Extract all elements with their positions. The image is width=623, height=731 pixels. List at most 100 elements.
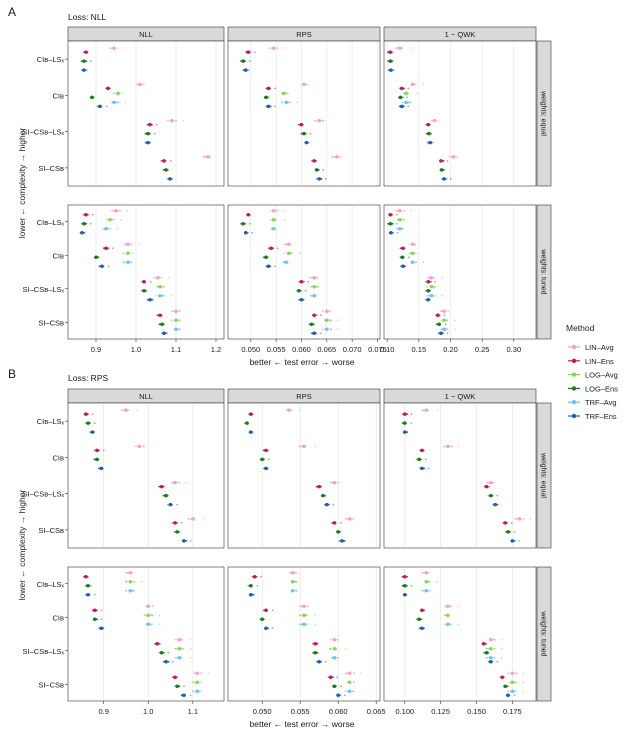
mean-point [410,82,415,87]
mean-point [404,91,408,96]
x-tick-label: 1.0 [143,707,153,716]
facet-column-label: NLL [139,30,153,39]
mean-point [124,408,128,412]
plot-background [228,205,380,339]
mean-point [128,579,133,584]
mean-point [299,297,304,302]
mean-point [424,588,429,593]
mean-point [95,457,99,462]
legend-key-dot [571,344,577,350]
data-point-outlier [267,458,270,461]
data-point-outlier [126,209,129,212]
mean-point [439,168,444,172]
legend-title: Method [566,323,595,333]
facet-strip [536,402,552,549]
mean-point [335,155,339,159]
data-point [402,218,405,221]
mean-point [332,646,337,651]
data-point-outlier [298,409,301,412]
mean-point [281,91,286,96]
y-category-label: CIʙ [53,91,65,100]
data-point [448,155,451,158]
data-point-outlier [409,47,412,50]
data-point-outlier [105,105,108,108]
mean-point [439,159,443,163]
mean-point [312,293,316,298]
data-point [424,280,427,283]
y-category-label: CIʙ–LSₓ [37,417,65,426]
data-point-outlier [100,609,103,612]
mean-point [112,100,116,105]
x-tick-label: 1.1 [188,707,198,716]
data-point-outlier [410,422,413,425]
x-tick-label: 0.175 [503,707,522,716]
data-point [508,681,511,684]
mean-point [302,131,306,136]
data-point-outlier [91,413,94,416]
data-point [151,614,154,617]
mean-point [398,46,402,50]
data-point-outlier [408,256,410,259]
data-point [141,83,144,86]
legend-key-dot [571,386,577,391]
mean-point [82,68,86,72]
data-point [242,69,245,72]
mean-point [336,693,341,698]
data-point [415,458,418,461]
mean-point [297,288,301,293]
data-point [300,623,303,626]
mean-point [264,626,268,631]
data-point-outlier [111,247,114,250]
data-point-outlier [409,209,412,212]
data-point-outlier [433,280,436,283]
data-point-outlier [522,681,525,684]
mean-point [164,659,168,664]
data-point-outlier [171,660,174,663]
x-tick-label: 1.1 [171,345,181,354]
data-point [267,96,270,99]
data-point [314,119,317,122]
data-point [406,584,409,587]
facet-strip [536,40,552,187]
data-point-outlier [271,609,274,612]
plot-background [228,403,380,548]
mean-point [388,212,393,217]
data-point [181,638,184,641]
y-category-label: SI–CSʙ–LSₓ [23,647,65,656]
data-point-outlier [510,521,513,524]
data-point-outlier [260,575,263,578]
mean-point [399,104,404,109]
data-point [123,243,126,246]
data-point [96,609,99,612]
mean-point [158,284,162,289]
facet-row-label: weights: tuned [540,248,547,294]
mean-point [432,118,437,123]
mean-point [142,279,146,284]
data-point [127,409,130,412]
data-point-outlier [189,656,192,659]
data-point [97,467,100,470]
data-point-outlier [276,247,279,250]
data-point-outlier [314,445,316,448]
data-point-outlier [395,213,398,216]
data-point-outlier [307,280,309,283]
mean-point [206,155,210,159]
mean-point [284,260,289,265]
data-point [110,47,113,50]
data-point [425,132,428,135]
mean-point [347,680,352,685]
data-point-outlier [170,294,173,297]
data-point [305,83,308,86]
data-point-outlier [100,618,103,621]
mean-point [302,604,306,609]
data-point-outlier [153,132,156,135]
data-point [131,252,134,255]
data-point [507,690,510,693]
data-point [337,638,339,641]
mean-point [98,104,102,109]
mean-point [155,641,159,646]
data-point [392,69,395,72]
panel-letter: A [8,5,16,19]
data-point [112,92,115,95]
data-point-outlier [322,168,325,171]
